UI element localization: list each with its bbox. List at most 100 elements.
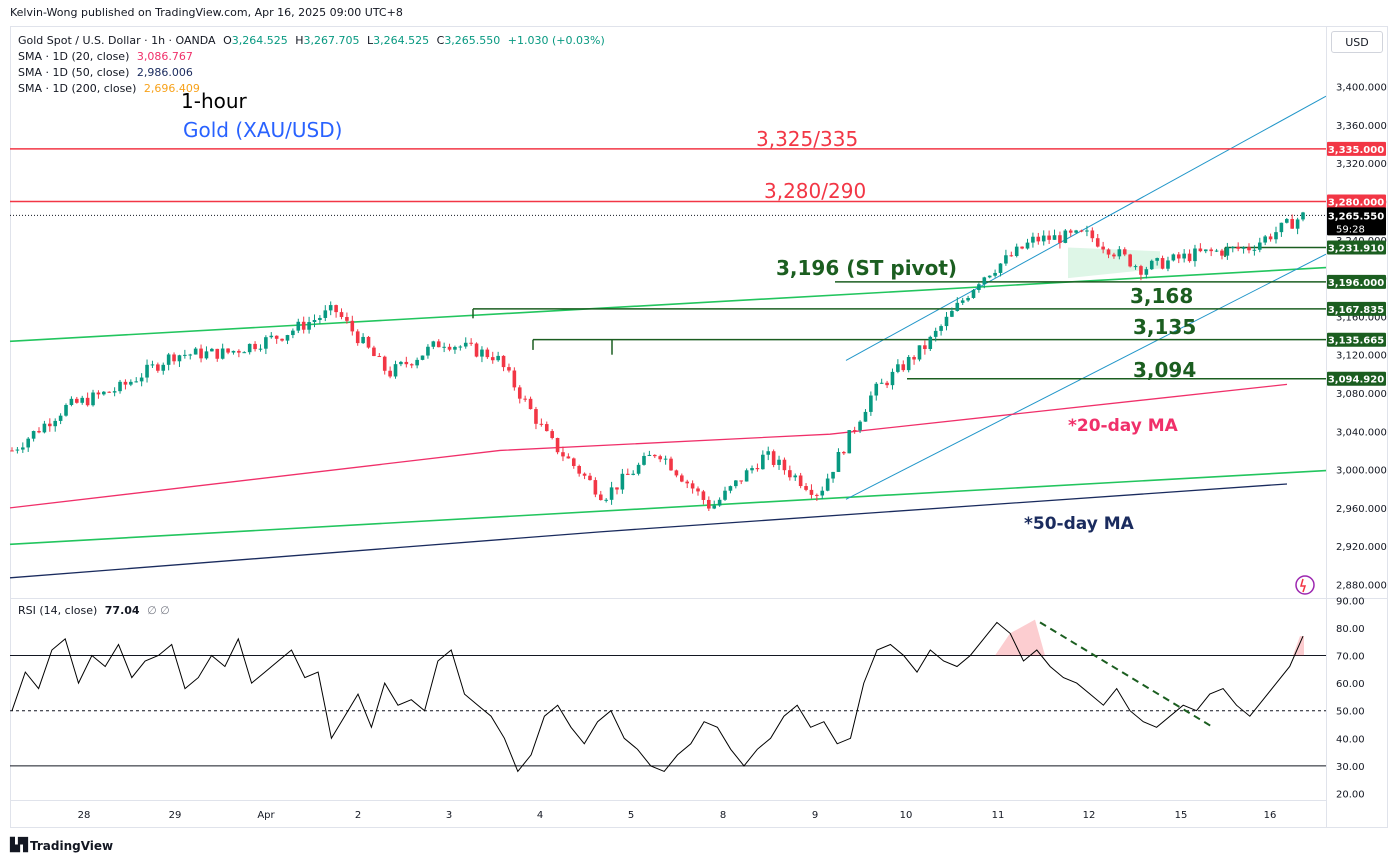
rsi-tick-label: 20.00 <box>1336 790 1365 801</box>
candle <box>863 409 868 422</box>
candle-body <box>436 341 441 348</box>
candle-body <box>707 499 711 509</box>
candle <box>944 312 949 331</box>
symbol-legend[interactable]: Gold Spot / U.S. Dollar · 1h · OANDA O3,… <box>18 33 605 48</box>
candle-body <box>939 326 943 331</box>
candle <box>490 351 495 364</box>
candle <box>782 457 787 475</box>
sma20-legend[interactable]: SMA · 1D (20, close) 3,086.767 <box>18 49 193 64</box>
candle <box>577 464 581 477</box>
candle <box>80 395 85 405</box>
candle <box>231 350 236 355</box>
blue-channel-lower[interactable] <box>845 253 1327 500</box>
instrument-annotation: Gold (XAU/USD) <box>183 118 342 142</box>
candle-body <box>318 317 322 320</box>
candle <box>739 480 744 485</box>
candle-body <box>723 490 727 500</box>
candle <box>172 352 176 365</box>
candle-body <box>469 342 473 344</box>
candle-body <box>328 305 333 311</box>
candle-body <box>734 480 738 487</box>
candle-body <box>642 455 646 465</box>
currency-button[interactable]: USD <box>1331 31 1383 53</box>
candle-body <box>728 486 733 491</box>
candle <box>658 454 663 463</box>
candle-body <box>690 483 695 489</box>
candle-body <box>496 355 500 361</box>
candle <box>836 448 841 472</box>
candle-body <box>647 454 652 456</box>
candle <box>226 348 230 355</box>
candle-body <box>123 381 128 385</box>
time-tick-label: 9 <box>812 810 818 821</box>
candle-body <box>1095 238 1100 247</box>
candle-body <box>771 451 776 465</box>
candle-body <box>1090 230 1095 239</box>
candle-body <box>172 354 176 362</box>
candle-body <box>247 343 252 353</box>
candle <box>998 263 1003 277</box>
sma50-legend[interactable]: SMA · 1D (50, close) 2,986.006 <box>18 65 193 80</box>
candle-body <box>561 452 565 457</box>
candle-body <box>971 289 976 298</box>
candle <box>458 345 463 351</box>
candle-body <box>1182 253 1186 259</box>
channel-upper-line[interactable] <box>9 266 1327 343</box>
candle-body <box>1301 212 1305 220</box>
candle <box>879 378 884 384</box>
candle <box>728 485 733 494</box>
candle-body <box>426 346 430 356</box>
candle <box>404 356 409 368</box>
candle <box>118 379 122 394</box>
sma20-label: SMA · 1D (20, close) <box>18 50 130 63</box>
candle <box>960 297 965 306</box>
candle <box>685 479 690 489</box>
candle-body <box>377 356 382 358</box>
candle <box>680 473 684 483</box>
tradingview-wordmark: TradingView <box>30 838 114 853</box>
candle-body <box>258 348 263 350</box>
candle <box>523 395 527 402</box>
candle <box>139 373 144 387</box>
candle <box>399 360 403 367</box>
candle-body <box>58 415 63 421</box>
rsi-tick-label: 50.00 <box>1336 707 1365 718</box>
rsi-trendline[interactable] <box>1039 621 1214 729</box>
sma200-legend[interactable]: SMA · 1D (200, close) 2,696.409 <box>18 81 200 96</box>
candle-body <box>793 475 798 478</box>
candle-body <box>447 346 452 350</box>
candle <box>517 385 522 404</box>
candle <box>842 450 846 455</box>
candle-body <box>269 335 274 338</box>
candle-body <box>1203 249 1208 252</box>
candle <box>183 349 187 359</box>
candle <box>107 391 112 393</box>
candle-body <box>431 341 436 347</box>
candle-body <box>625 473 630 475</box>
candle-body <box>490 357 495 361</box>
candle <box>1031 232 1035 248</box>
rsi-legend[interactable]: RSI (14, close) 77.04 ∅ ∅ <box>18 603 170 618</box>
channel-lower-line[interactable] <box>9 469 1327 546</box>
candle-body <box>652 454 657 457</box>
candle-body <box>987 275 992 278</box>
candle <box>69 396 74 407</box>
signal-icon[interactable] <box>1295 575 1315 595</box>
candle-body <box>1176 254 1181 259</box>
candle-body <box>150 364 155 366</box>
candle <box>53 418 58 432</box>
rsi-tick-label: 90.00 <box>1336 596 1365 607</box>
time-tick-label: 12 <box>1083 810 1096 821</box>
candle-body <box>1268 236 1273 240</box>
sma200-value: 2,696.409 <box>143 82 200 95</box>
blue-channel-upper[interactable] <box>845 95 1327 361</box>
candle <box>598 490 603 501</box>
candle <box>1290 214 1294 229</box>
candle-body <box>139 377 144 382</box>
candle-body <box>388 370 392 377</box>
candle <box>85 392 90 407</box>
candle-body <box>798 475 803 487</box>
candle <box>1079 229 1084 233</box>
candle <box>1176 252 1181 264</box>
